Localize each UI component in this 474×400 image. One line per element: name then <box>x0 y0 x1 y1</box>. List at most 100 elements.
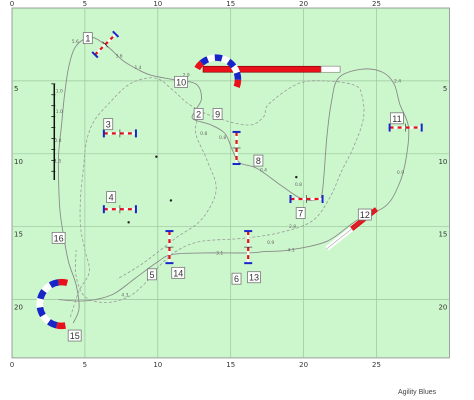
distance-label: 0.8 <box>219 135 226 141</box>
number-box <box>231 272 242 285</box>
x-tick-top: 0 <box>10 0 14 8</box>
y-tick-left: 10 <box>14 158 23 166</box>
number-text: 16 <box>54 233 64 243</box>
distance-label: 3.1 <box>216 250 223 256</box>
obstacle-number-4: 4 <box>106 191 117 203</box>
obstacle-number-2: 2 <box>193 108 204 120</box>
distance-label: 0.8 <box>54 138 61 144</box>
distance-label: 0.4 <box>260 167 267 173</box>
distance-label: 2.8 <box>289 224 296 230</box>
jump-wing <box>112 30 120 38</box>
number-text: 12 <box>360 210 370 220</box>
number-box <box>171 266 186 279</box>
jump-o11 <box>388 123 423 132</box>
x-tick-bottom: 10 <box>153 361 162 369</box>
marker-dot <box>127 221 130 224</box>
distance-label: 0.9 <box>397 170 404 176</box>
number-box <box>82 32 93 45</box>
number-text: 5 <box>149 270 154 280</box>
number-text: 7 <box>298 209 303 219</box>
number-box <box>147 268 157 281</box>
marker-dot <box>169 199 173 202</box>
y-tick-left: 20 <box>14 304 23 312</box>
obstacle-number-14: 14 <box>171 266 186 279</box>
y-tick-right: 20 <box>438 304 447 312</box>
number-text: 11 <box>392 114 401 124</box>
marker-dot <box>155 155 158 158</box>
number-box <box>390 112 404 125</box>
number-text: 10 <box>176 77 186 87</box>
jump-wing <box>91 51 99 59</box>
distance-label: 4.3 <box>121 293 128 299</box>
jump-o7 <box>289 194 324 203</box>
x-tick-top: 10 <box>153 0 162 8</box>
jump-bar-segment <box>101 43 107 48</box>
tunnel-segment <box>233 79 242 89</box>
tunnel-segment <box>230 64 241 74</box>
dogwalk <box>202 65 341 73</box>
x-tick-top: 20 <box>299 0 308 8</box>
obstacle-number-12: 12 <box>357 208 372 221</box>
distance-label: 0.8 <box>295 182 302 188</box>
y-tick-right: 10 <box>438 158 447 166</box>
jump-o8 <box>232 130 241 166</box>
tunnel-segment <box>214 54 223 62</box>
x-tick-top: 25 <box>372 0 381 8</box>
number-box <box>67 329 82 342</box>
tunnel-segment <box>36 306 46 318</box>
jump-o3 <box>102 129 137 138</box>
obstacle-number-6: 6 <box>231 272 242 285</box>
x-tick-bottom: 0 <box>10 361 14 369</box>
distance-label: 5.6 <box>72 39 79 45</box>
x-tick-top: 5 <box>83 0 87 8</box>
obstacle-number-9: 9 <box>212 108 223 120</box>
number-box <box>253 154 264 167</box>
tunnel-segment <box>41 282 53 293</box>
number-text: 14 <box>173 268 183 278</box>
tunnel-segment <box>199 56 210 66</box>
number-text: 4 <box>109 193 114 203</box>
tunnel-segment <box>36 297 44 308</box>
number-box <box>106 191 117 203</box>
tunnel-segment <box>58 278 69 287</box>
tunnel-segment <box>206 54 216 63</box>
obstacle-number-5: 5 <box>147 268 157 281</box>
brand-label: Agility Blues <box>398 389 437 396</box>
handler-path-secondary <box>116 115 217 280</box>
obstacle-number-3: 3 <box>103 118 114 131</box>
number-text: 13 <box>249 273 259 283</box>
number-box <box>212 108 223 120</box>
distance-label: 1.5 <box>54 159 61 165</box>
number-box <box>174 75 189 88</box>
tunnel-segment <box>37 288 47 300</box>
tunnel-segment <box>48 279 60 289</box>
number-box <box>247 271 261 284</box>
jump-o1 <box>91 30 120 59</box>
tunnel-segment <box>226 58 237 69</box>
jump-center-mark <box>102 41 109 48</box>
tunnel-segment <box>46 319 58 329</box>
jump-bar-segment <box>104 41 109 46</box>
tunnel-o15 <box>36 278 69 330</box>
tunnel-segment <box>194 60 204 71</box>
obstacle-number-10: 10 <box>174 75 189 88</box>
tunnel-segment <box>40 313 51 325</box>
obstacle-number-8: 8 <box>253 154 264 167</box>
jump-bar-segment <box>109 35 114 41</box>
number-text: 2 <box>196 109 201 119</box>
number-text: 1 <box>85 34 90 44</box>
number-text: 8 <box>256 156 261 166</box>
distance-label: 3.6 <box>116 54 123 60</box>
y-tick-left: 5 <box>14 85 18 93</box>
number-box <box>357 208 372 221</box>
obstacle-number-16: 16 <box>51 231 66 244</box>
distance-label: 4.1 <box>288 247 295 253</box>
distance-label: 1.0 <box>56 109 63 115</box>
tunnel-segment <box>233 71 242 80</box>
distance-label: 0.9 <box>267 240 274 246</box>
x-tick-bottom: 15 <box>226 361 235 369</box>
jump-bar-segment <box>96 48 101 53</box>
jump-o13 <box>244 230 253 265</box>
y-tick-left: 15 <box>14 231 23 239</box>
